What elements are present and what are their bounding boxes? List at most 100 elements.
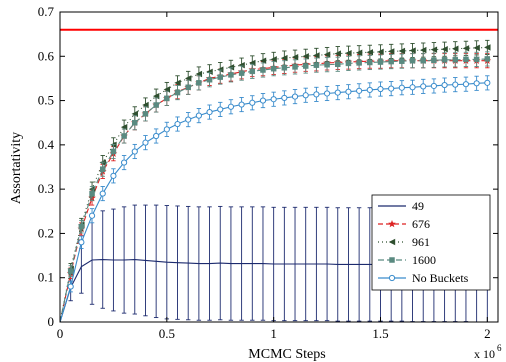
plot-area xyxy=(60,28,498,322)
data-point xyxy=(185,84,191,91)
x-tick-label: 2 xyxy=(484,326,491,341)
data-point xyxy=(270,65,277,72)
series-2 xyxy=(60,39,491,322)
data-point xyxy=(174,89,181,96)
data-point xyxy=(313,62,320,68)
data-point xyxy=(431,57,437,64)
y-axis-label: Assortativity xyxy=(9,132,24,204)
data-point xyxy=(120,159,128,166)
x-multiplier-label: x 10 xyxy=(474,347,495,361)
data-point xyxy=(356,60,362,66)
data-point xyxy=(462,45,470,52)
data-point xyxy=(238,70,245,76)
x-tick-label: 0.5 xyxy=(159,326,175,341)
data-point xyxy=(110,148,117,155)
data-point xyxy=(323,90,331,97)
data-point xyxy=(430,46,438,53)
data-point xyxy=(153,132,160,140)
axes: 0 0.5 1 1.5 2 0 0.1 0.2 0.3 0.4 0.5 0.6 0.7 xyxy=(38,4,499,341)
legend-label-4: No Buckets xyxy=(412,271,469,285)
data-point xyxy=(452,81,459,88)
data-point xyxy=(238,101,245,108)
data-point xyxy=(217,74,223,80)
data-point xyxy=(345,49,352,57)
data-point xyxy=(238,61,245,69)
x-tick-label: 1.5 xyxy=(372,326,388,341)
data-point xyxy=(259,97,267,104)
data-point xyxy=(484,79,491,86)
legend: 49 676 961 1600 No Buckets xyxy=(371,194,491,291)
data-point xyxy=(302,53,309,60)
data-point xyxy=(377,59,384,65)
legend-label-2: 961 xyxy=(412,235,430,249)
data-point xyxy=(88,212,96,219)
data-point xyxy=(196,80,202,86)
data-point xyxy=(313,52,320,59)
series-line xyxy=(60,58,488,322)
data-point xyxy=(206,77,213,83)
data-point xyxy=(441,57,448,63)
data-point xyxy=(206,68,213,75)
data-point xyxy=(270,96,277,103)
data-point xyxy=(142,139,149,146)
data-point xyxy=(473,80,480,87)
data-point xyxy=(313,91,320,98)
data-point xyxy=(291,93,299,100)
data-point xyxy=(110,172,117,179)
data-point xyxy=(259,57,267,64)
data-point xyxy=(452,57,459,63)
data-point xyxy=(163,126,170,133)
legend-marker-2 xyxy=(388,238,396,246)
series-3 xyxy=(60,51,491,322)
data-point xyxy=(452,45,459,52)
y-tick-label: 0.3 xyxy=(38,181,54,196)
legend-marker-4 xyxy=(388,274,396,282)
data-point xyxy=(142,111,149,117)
x-axis-label: MCMC Steps xyxy=(248,347,325,362)
data-point xyxy=(409,84,416,91)
legend-label-1: 676 xyxy=(412,217,430,231)
legend-label-0: 49 xyxy=(412,199,424,213)
data-point xyxy=(334,89,341,96)
data-point xyxy=(334,50,341,57)
y-tick-label: 0 xyxy=(48,314,55,329)
data-point xyxy=(377,48,384,56)
data-point xyxy=(99,190,106,197)
data-point xyxy=(217,106,224,113)
y-tick-label: 0.6 xyxy=(38,48,55,63)
data-point xyxy=(153,102,159,108)
data-point xyxy=(324,61,330,68)
data-point xyxy=(99,166,106,172)
series-4 xyxy=(60,75,491,322)
data-point xyxy=(131,148,138,155)
data-point xyxy=(89,190,95,197)
data-point xyxy=(367,59,373,66)
data-point xyxy=(366,86,373,94)
data-point xyxy=(195,112,202,119)
legend-marker-1 xyxy=(388,220,396,228)
data-point xyxy=(345,60,352,67)
data-point xyxy=(377,85,384,93)
data-point xyxy=(420,46,427,54)
data-point xyxy=(345,88,352,95)
data-point xyxy=(388,58,394,65)
data-point xyxy=(249,99,256,106)
data-point xyxy=(323,51,331,58)
data-point xyxy=(409,47,416,54)
legend-marker-3 xyxy=(389,257,395,263)
data-point xyxy=(484,44,491,51)
data-point xyxy=(185,116,192,123)
data-point xyxy=(366,49,374,56)
data-point xyxy=(121,133,127,139)
data-point xyxy=(302,63,309,69)
x-tick-label: 0 xyxy=(57,326,64,341)
data-point xyxy=(441,46,448,53)
y-tick-label: 0.5 xyxy=(38,93,54,108)
y-tick-label: 0.4 xyxy=(38,137,55,152)
x-multiplier-exponent: 6 xyxy=(497,343,502,353)
data-point xyxy=(78,224,85,230)
data-point xyxy=(388,85,395,92)
data-point xyxy=(409,57,416,64)
